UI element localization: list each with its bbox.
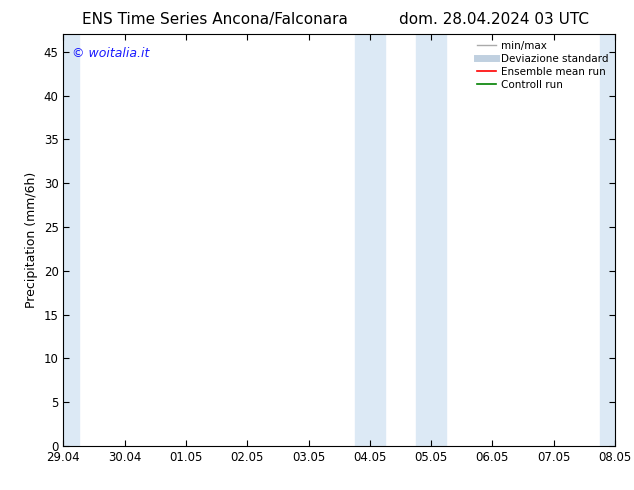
Legend: min/max, Deviazione standard, Ensemble mean run, Controll run: min/max, Deviazione standard, Ensemble m…	[473, 36, 613, 94]
Bar	[600, 34, 630, 446]
Y-axis label: Precipitation (mm/6h): Precipitation (mm/6h)	[25, 172, 38, 308]
Bar	[354, 34, 385, 446]
Bar	[416, 34, 446, 446]
Text: © woitalia.it: © woitalia.it	[72, 47, 149, 60]
Bar	[48, 34, 79, 446]
Text: dom. 28.04.2024 03 UTC: dom. 28.04.2024 03 UTC	[399, 12, 590, 27]
Text: ENS Time Series Ancona/Falconara: ENS Time Series Ancona/Falconara	[82, 12, 348, 27]
